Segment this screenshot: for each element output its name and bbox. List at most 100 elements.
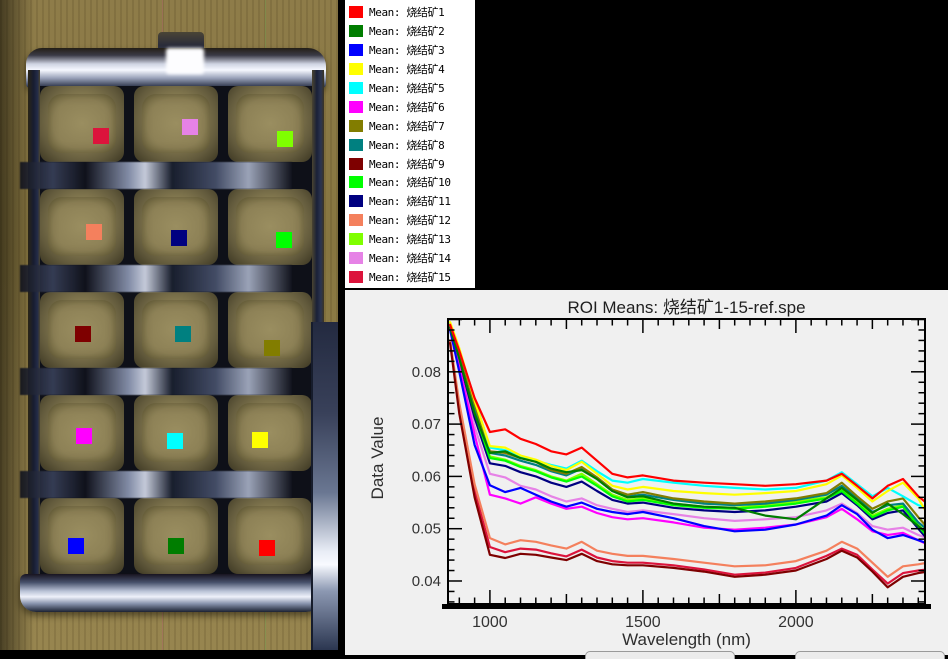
- x-tick-label: 1000: [472, 614, 508, 631]
- sample-patch: [235, 402, 305, 462]
- background-object: [311, 322, 338, 650]
- legend-color-swatch: [349, 270, 363, 283]
- legend-item: Mean: 烧结矿13: [345, 230, 475, 249]
- legend-label: Mean: 烧结矿8: [369, 138, 445, 152]
- curve-烧结矿5: [448, 322, 925, 509]
- legend-label: Mean: 烧结矿3: [369, 44, 445, 58]
- roi-marker-2: [168, 538, 184, 554]
- legend-color-swatch: [349, 63, 363, 76]
- sample-tray: [20, 30, 328, 620]
- legend-color-swatch: [349, 100, 363, 113]
- legend-item: Mean: 烧结矿11: [345, 192, 475, 211]
- legend-item: Mean: 烧结矿14: [345, 249, 475, 268]
- plot-area[interactable]: 1000 1500 2000 0.04 0.05 0.06 0.07 0.08: [345, 290, 948, 655]
- legend-color-swatch: [349, 214, 363, 227]
- legend-item: Mean: 烧结矿10: [345, 173, 475, 192]
- legend-label: Mean: 烧结矿1: [369, 6, 445, 20]
- tray-divider-glint: [20, 368, 292, 395]
- roi-legend: Mean: 烧结矿1 Mean: 烧结矿2 Mean: 烧结矿3 Mean: 烧结矿4…: [345, 0, 475, 288]
- legend-label: Mean: 烧结矿15: [369, 270, 451, 284]
- sample-patch: [47, 196, 117, 256]
- legend-color-swatch: [349, 44, 363, 57]
- tray-clip-highlight: [166, 48, 204, 74]
- roi-marker-15: [93, 128, 109, 144]
- roi-marker-1: [259, 540, 275, 556]
- y-tick-label: 0.07: [412, 416, 441, 433]
- legend-label: Mean: 烧结矿5: [369, 82, 445, 95]
- legend-color-swatch: [349, 138, 363, 151]
- legend-item: Mean: 烧结矿3: [345, 41, 475, 60]
- legend-item: Mean: 烧结矿7: [345, 116, 475, 135]
- partial-button-left[interactable]: [585, 651, 735, 659]
- curve-烧结矿6: [448, 326, 925, 545]
- y-tick-label: 0.04: [412, 573, 441, 590]
- sample-patch: [235, 196, 305, 256]
- legend-label: Mean: 烧结矿10: [369, 176, 451, 190]
- curve-烧结矿12: [448, 339, 925, 578]
- tray-divider-glint: [20, 265, 292, 292]
- curve-烧结矿9: [448, 341, 925, 589]
- roi-marker-8: [175, 326, 191, 342]
- curve-烧结矿10: [448, 326, 925, 536]
- sample-patch: [47, 505, 117, 565]
- curve-烧结矿1: [448, 323, 925, 504]
- legend-item: Mean: 烧结矿1: [345, 3, 475, 22]
- y-tick-label: 0.08: [412, 364, 441, 381]
- legend-label: Mean: 烧结矿12: [369, 214, 451, 228]
- legend-label: Mean: 烧结矿9: [369, 157, 445, 171]
- roi-marker-9: [75, 326, 91, 342]
- y-tick-label: 0.05: [412, 521, 441, 538]
- legend-color-swatch: [349, 25, 363, 38]
- roi-marker-3: [68, 538, 84, 554]
- spectral-curves: [448, 320, 925, 589]
- sample-patch: [141, 196, 211, 256]
- sample-cell: [134, 189, 218, 265]
- legend-label: Mean: 烧结矿11: [369, 195, 451, 209]
- roi-marker-4: [252, 432, 268, 448]
- partial-button-right[interactable]: [795, 651, 945, 659]
- plot-title: ROI Means: 烧结矿1-15-ref.spe: [567, 298, 806, 317]
- roi-marker-5: [167, 433, 183, 449]
- y-tick-label: 0.06: [412, 468, 441, 485]
- roi-means-plot: ROI Means: 烧结矿1-15-ref.spe 1000 1500 2000 0…: [345, 290, 948, 659]
- legend-color-swatch: [349, 157, 363, 170]
- curve-烧结矿11: [448, 327, 925, 539]
- sample-patch: [235, 93, 305, 153]
- roi-marker-10: [276, 232, 292, 248]
- x-tick-label: 1500: [625, 614, 661, 631]
- sample-patch: [141, 402, 211, 462]
- legend-label: Mean: 烧结矿13: [369, 233, 451, 247]
- legend-label: Mean: 烧结矿6: [369, 100, 445, 114]
- sample-cell: [228, 498, 312, 574]
- roi-marker-12: [86, 224, 102, 240]
- legend-color-swatch: [349, 6, 363, 19]
- legend-item: Mean: 烧结矿9: [345, 154, 475, 173]
- axis-ticks: [449, 318, 924, 603]
- roi-marker-7: [264, 340, 280, 356]
- legend-label: Mean: 烧结矿4: [369, 63, 445, 77]
- sample-cell: [228, 189, 312, 265]
- x-tick-label: 2000: [778, 614, 814, 631]
- sample-cell: [40, 86, 124, 162]
- tray-divider-glint: [20, 162, 292, 189]
- roi-marker-11: [171, 230, 187, 246]
- legend-item: Mean: 烧结矿15: [345, 267, 475, 286]
- legend-color-swatch: [349, 176, 363, 189]
- roi-marker-14: [182, 119, 198, 135]
- sample-cell: [228, 395, 312, 471]
- curve-烧结矿3: [448, 328, 925, 544]
- sample-cell: [228, 86, 312, 162]
- legend-item: Mean: 烧结矿6: [345, 97, 475, 116]
- tray-bottom-edge: [20, 574, 324, 612]
- legend-color-swatch: [349, 252, 363, 265]
- sample-patch: [141, 93, 211, 153]
- legend-label: Mean: 烧结矿14: [369, 252, 451, 266]
- legend-item: Mean: 烧结矿2: [345, 22, 475, 41]
- legend-color-swatch: [349, 82, 363, 94]
- curve-烧结矿14: [448, 327, 925, 539]
- sample-tray-photo: [0, 0, 338, 650]
- legend-item: Mean: 烧结矿4: [345, 60, 475, 79]
- sample-cell: [134, 498, 218, 574]
- sample-patch: [141, 505, 211, 565]
